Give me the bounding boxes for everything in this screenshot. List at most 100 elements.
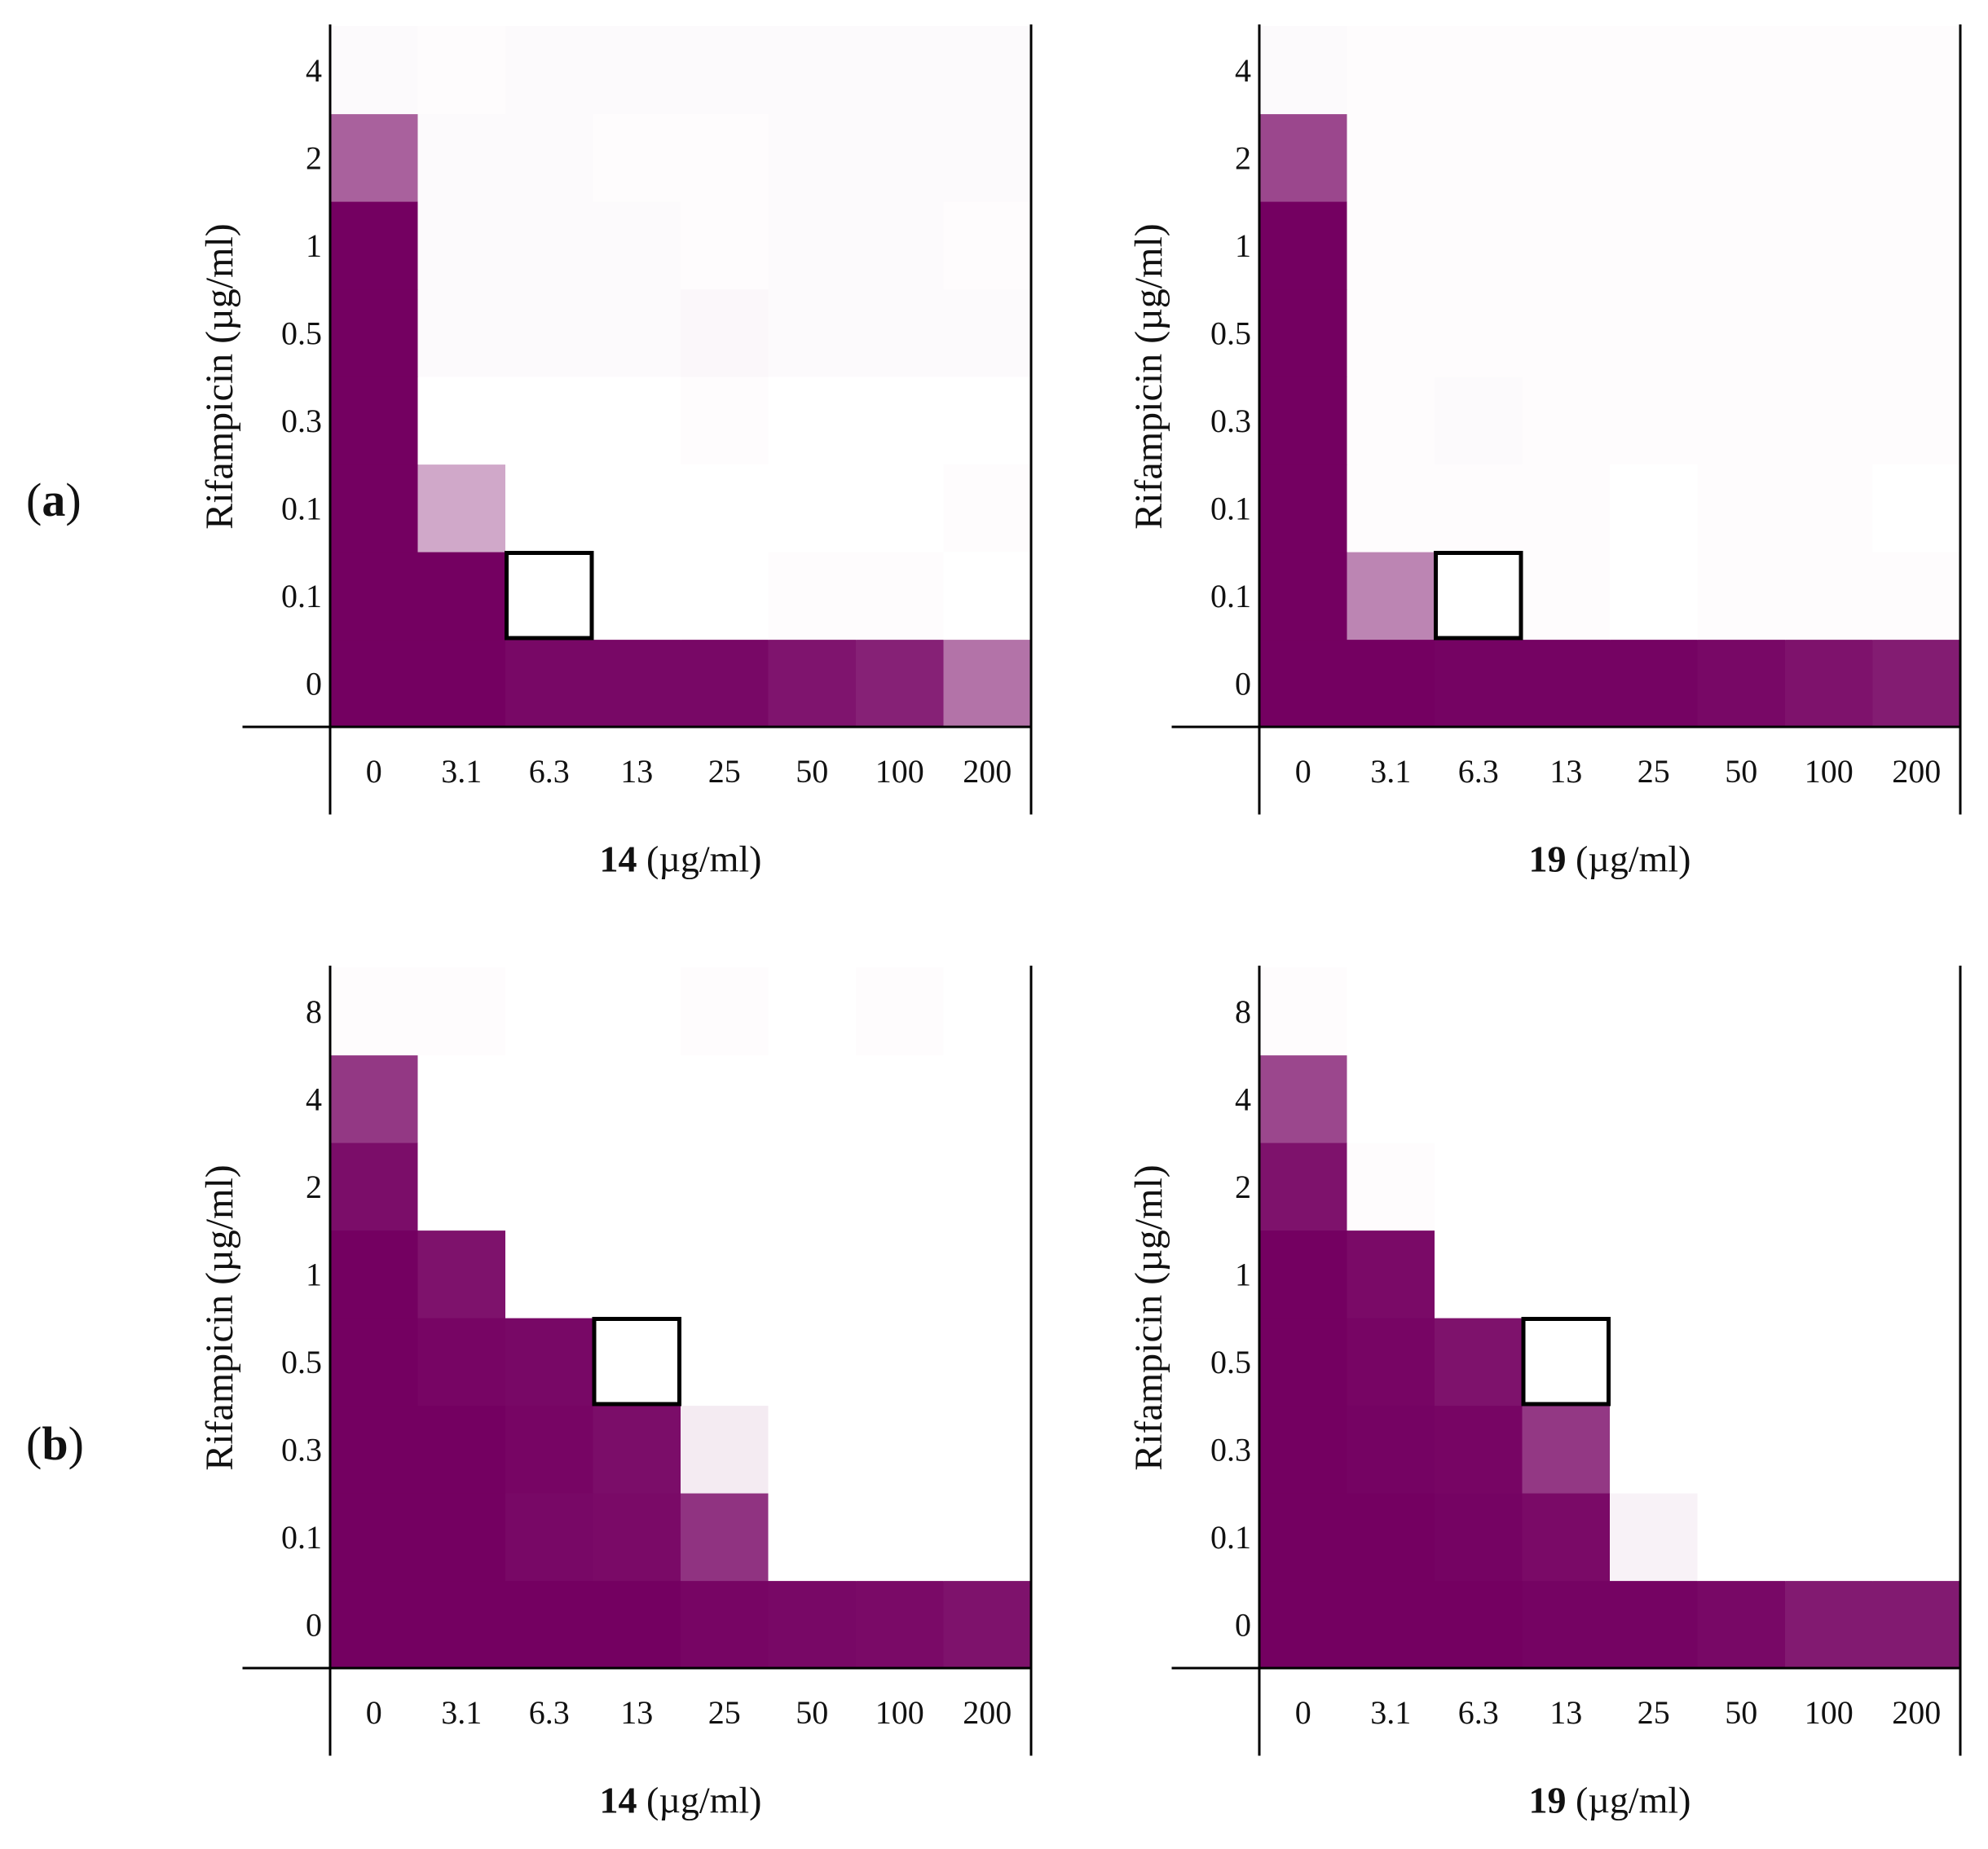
heatmap-cell xyxy=(943,464,1032,552)
x-tick-label: 0 xyxy=(366,753,382,790)
heatmap-cell xyxy=(681,201,769,290)
heatmap-cell xyxy=(768,639,857,728)
heatmap-cell xyxy=(1435,1493,1523,1582)
heatmap-cell xyxy=(1435,26,1523,115)
heatmap-cell xyxy=(417,1493,506,1582)
heatmap-cell xyxy=(1522,552,1611,641)
heatmap-cell xyxy=(1872,1230,1961,1319)
y-axis-label: Rifampicin (µg/ml) xyxy=(1127,223,1170,530)
heatmap-cell xyxy=(768,26,857,115)
heatmap-cell xyxy=(1872,1405,1961,1494)
heatmap-cell xyxy=(330,113,419,202)
heatmap-cell xyxy=(1435,1318,1523,1407)
y-tick-label: 0.1 xyxy=(1210,578,1251,614)
heatmap-cell xyxy=(943,967,1032,1056)
x-tick-label: 200 xyxy=(1892,753,1941,790)
heatmap-cell xyxy=(856,639,945,728)
heatmap-cell xyxy=(505,1318,594,1407)
heatmap-cell xyxy=(1872,967,1961,1056)
heatmap-cell xyxy=(1259,288,1348,377)
x-tick-label: 25 xyxy=(1638,1694,1670,1731)
heatmap-cell xyxy=(943,1580,1032,1669)
heatmap-cell xyxy=(593,1230,681,1319)
heatmap-cell xyxy=(417,967,506,1056)
heatmap-cell xyxy=(330,639,419,728)
heatmap-cell xyxy=(1697,26,1786,115)
heatmap-cell xyxy=(1347,1580,1435,1669)
heatmap-cell xyxy=(1697,1318,1786,1407)
heatmap-cell xyxy=(593,464,681,552)
heatmap-cell xyxy=(1785,1493,1874,1582)
y-tick-label: 0.1 xyxy=(1210,490,1251,526)
heatmap-cell xyxy=(1522,288,1611,377)
heatmap-cell xyxy=(1347,113,1435,202)
heatmap-cell xyxy=(593,113,681,202)
heatmap-cell xyxy=(505,376,594,465)
heatmap-cell xyxy=(1610,1054,1699,1143)
y-tick-label: 0.1 xyxy=(1210,1519,1251,1556)
heatmap-cell xyxy=(1347,1142,1435,1231)
x-axis-unit: (µg/ml) xyxy=(637,1779,762,1820)
heatmap-cell xyxy=(417,552,506,641)
heatmap-cell xyxy=(856,26,945,115)
heatmap-cell xyxy=(856,376,945,465)
heatmap-cell xyxy=(330,1405,419,1494)
heatmap-cell xyxy=(1259,26,1348,115)
heatmap-cell xyxy=(1785,464,1874,552)
heatmap-cell xyxy=(1785,552,1874,641)
heatmap-cell xyxy=(330,26,419,115)
heatmap-cell xyxy=(1697,1054,1786,1143)
highlight-box xyxy=(505,551,594,641)
heatmap-cell xyxy=(417,639,506,728)
heatmap-cell xyxy=(856,201,945,290)
x-axis-unit: (µg/ml) xyxy=(637,838,762,879)
heatmap-cell xyxy=(1610,1230,1699,1319)
y-tick-label: 1 xyxy=(1235,227,1251,264)
heatmap-cell xyxy=(1347,1405,1435,1494)
heatmap-cell xyxy=(1697,376,1786,465)
heatmap-cell xyxy=(768,201,857,290)
heatmap-cell xyxy=(1347,464,1435,552)
heatmap-cell xyxy=(768,1142,857,1231)
heatmap-cell xyxy=(1259,1142,1348,1231)
heatmap-cell xyxy=(1435,639,1523,728)
heatmap-cell xyxy=(330,464,419,552)
heatmap-cell xyxy=(593,1054,681,1143)
heatmap-cell xyxy=(943,1318,1032,1407)
x-tick-label: 0 xyxy=(1295,1694,1311,1731)
heatmap-cell xyxy=(1347,26,1435,115)
heatmap-cell xyxy=(1785,1580,1874,1669)
heatmap-cell xyxy=(1785,113,1874,202)
heatmap-cell xyxy=(681,1318,769,1407)
x-tick-label: 3.1 xyxy=(441,753,482,790)
heatmap-cell xyxy=(1522,639,1611,728)
heatmap-cell xyxy=(1872,376,1961,465)
heatmap-cell xyxy=(856,464,945,552)
panel-label-b: (b) xyxy=(26,1417,84,1470)
heatmap-cell xyxy=(330,201,419,290)
heatmap-cell xyxy=(1697,464,1786,552)
y-axis-label: Rifampicin (µg/ml) xyxy=(1127,1164,1170,1471)
heatmap-cell xyxy=(1697,639,1786,728)
heatmap-cell xyxy=(1259,639,1348,728)
heatmap-cell xyxy=(1259,967,1348,1056)
heatmap-cell xyxy=(943,552,1032,641)
heatmap-cell xyxy=(856,113,945,202)
heatmap-cell xyxy=(1259,1405,1348,1494)
heatmap-cell xyxy=(1347,639,1435,728)
heatmap-cell xyxy=(1872,552,1961,641)
heatmap-cell xyxy=(505,464,594,552)
heatmap-cell xyxy=(505,1493,594,1582)
x-axis-unit: (µg/ml) xyxy=(1567,1779,1691,1820)
heatmap-cell xyxy=(505,288,594,377)
heatmap-cell xyxy=(943,26,1032,115)
heatmap-cell xyxy=(417,376,506,465)
heatmap-cell xyxy=(1785,1405,1874,1494)
heatmap-cell xyxy=(1259,552,1348,641)
x-axis-unit: (µg/ml) xyxy=(1567,838,1691,879)
heatmap-cell xyxy=(1522,1405,1611,1494)
heatmap-cell xyxy=(1610,1318,1699,1407)
x-tick-label: 50 xyxy=(1725,753,1757,790)
heatmap-cell xyxy=(856,1318,945,1407)
